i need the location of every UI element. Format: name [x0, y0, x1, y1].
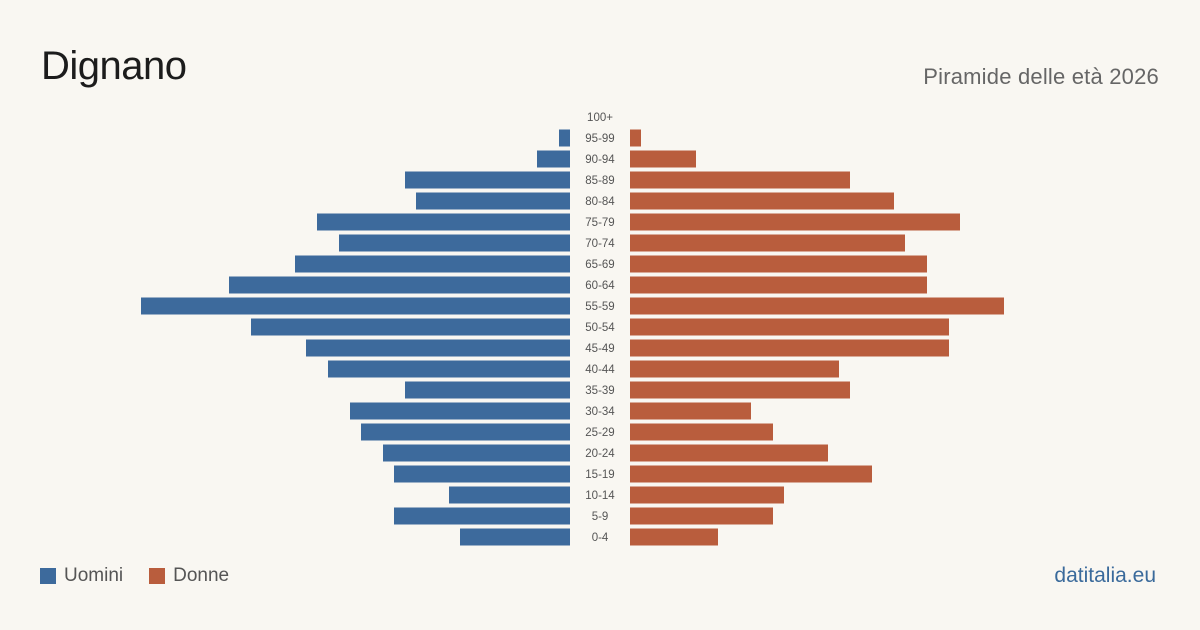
age-group-label: 25-29	[585, 427, 614, 439]
bar-women	[630, 528, 718, 546]
bar-women	[630, 150, 696, 168]
bar-women	[630, 318, 949, 336]
bar-men	[251, 318, 570, 336]
age-group-label: 0-4	[592, 532, 609, 544]
age-group-label: 15-19	[585, 469, 614, 481]
bar-women	[630, 339, 949, 357]
age-group-label: 65-69	[585, 259, 614, 271]
bar-men	[328, 360, 570, 378]
chart-subtitle: Piramide delle età 2026	[923, 64, 1159, 89]
legend-swatch-men	[40, 568, 56, 584]
age-group-label: 90-94	[585, 154, 615, 166]
bar-women	[630, 465, 872, 483]
bar-women	[630, 276, 927, 294]
legend: Uomini Donne	[40, 565, 255, 587]
age-group-label: 80-84	[585, 196, 615, 208]
bar-women	[630, 486, 784, 504]
bar-women	[630, 129, 641, 147]
age-group-label: 30-34	[585, 406, 615, 418]
bar-men	[449, 486, 570, 504]
age-group-label: 50-54	[585, 322, 615, 334]
bar-women	[630, 171, 850, 189]
bar-men	[460, 528, 570, 546]
legend-label-men: Uomini	[64, 565, 124, 586]
bar-men	[405, 171, 570, 189]
bar-men	[361, 423, 570, 441]
bar-women	[630, 255, 927, 273]
legend-item-men: Uomini	[40, 565, 123, 587]
age-group-label: 35-39	[585, 385, 614, 397]
age-group-label: 70-74	[585, 238, 615, 250]
bar-men	[559, 129, 570, 147]
bar-women	[630, 381, 850, 399]
bar-men	[537, 150, 570, 168]
age-group-label: 60-64	[585, 280, 615, 292]
bar-men	[229, 276, 570, 294]
bar-men	[141, 297, 570, 315]
bar-men	[295, 255, 570, 273]
bar-women	[630, 402, 751, 420]
age-group-label: 100+	[587, 112, 613, 124]
bar-women	[630, 234, 905, 252]
age-group-label: 55-59	[585, 301, 614, 313]
age-group-label: 20-24	[585, 448, 615, 460]
bar-men	[394, 465, 570, 483]
bar-women	[630, 213, 960, 231]
bar-men	[350, 402, 570, 420]
age-group-label: 5-9	[592, 511, 609, 523]
legend-label-women: Donne	[173, 565, 230, 586]
bar-women	[630, 360, 839, 378]
bar-men	[394, 507, 570, 525]
age-group-label: 45-49	[585, 343, 614, 355]
age-group-label: 95-99	[585, 133, 614, 145]
bar-men	[405, 381, 570, 399]
bar-men	[416, 192, 570, 210]
legend-item-women: Donne	[149, 565, 229, 587]
age-group-label: 40-44	[585, 364, 615, 376]
brand-link[interactable]: datitalia.eu	[1054, 564, 1156, 587]
age-group-label: 75-79	[585, 217, 614, 229]
age-group-label: 85-89	[585, 175, 614, 187]
age-group-label: 10-14	[585, 490, 615, 502]
bar-women	[630, 297, 1004, 315]
page-title: Dignano	[41, 44, 187, 88]
bar-men	[317, 213, 570, 231]
bar-women	[630, 444, 828, 462]
legend-swatch-women	[149, 568, 166, 584]
bar-women	[630, 192, 894, 210]
bar-men	[383, 444, 570, 462]
bar-women	[630, 423, 773, 441]
bar-men	[339, 234, 570, 252]
bar-women	[630, 507, 773, 525]
bar-men	[306, 339, 570, 357]
